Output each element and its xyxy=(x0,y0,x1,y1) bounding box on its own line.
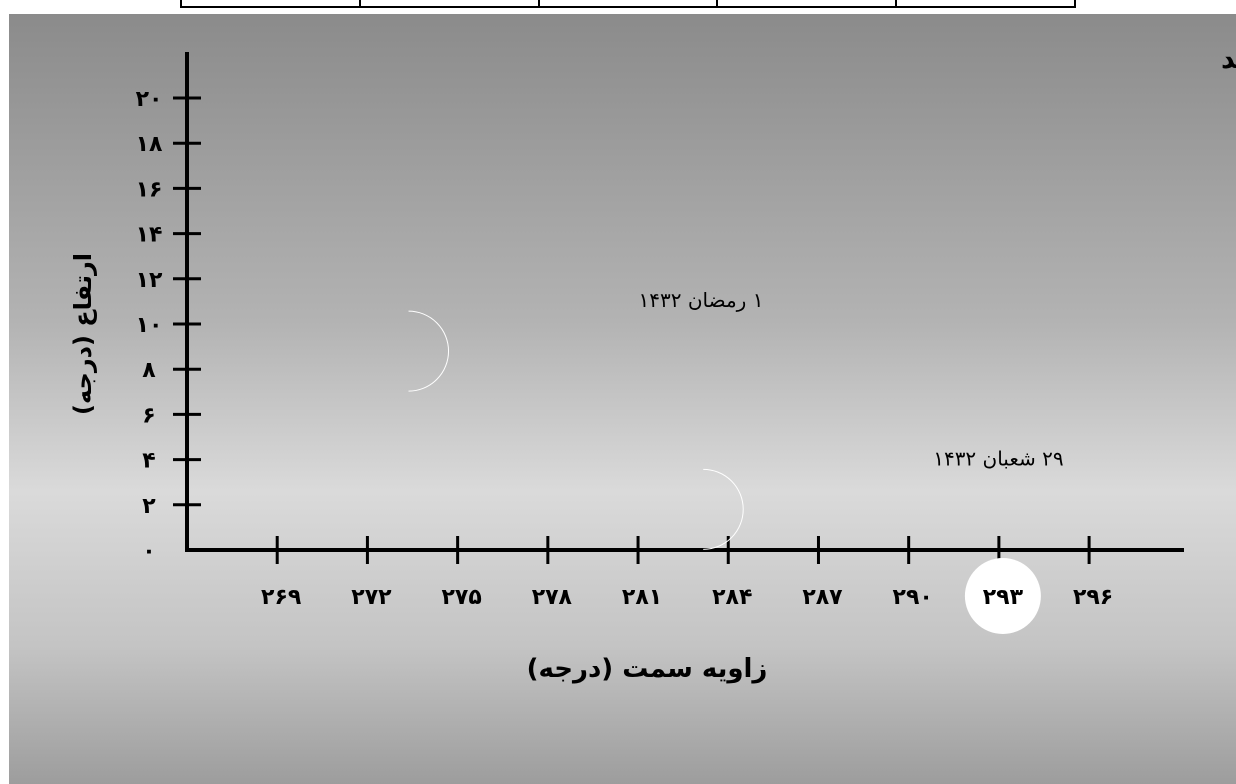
header-table-cell xyxy=(538,0,717,6)
header-table-cell xyxy=(182,0,359,6)
x-tick-label: ۲۷۵ xyxy=(441,585,481,610)
chart-canvas: مرداد ۱۳۹۰؛ مشهد ارتفاع (درجه) زاویه سمت… xyxy=(9,14,1236,784)
y-tick-label: ۱۶ xyxy=(136,177,163,202)
header-table-cell xyxy=(716,0,895,6)
y-tick-label: ۴ xyxy=(142,449,155,474)
x-tick-label: ۲۸۱ xyxy=(622,585,662,610)
data-marks: ۱ رمضان ۱۴۳۲ ۲۹ شعبان ۱۴۳۲ xyxy=(409,288,1064,549)
axes: ۰ ۲ ۴ ۶ ۸ ۱۰ ۱۲ ۱۴ ۱۶ ۱۸ ۲۰ ۲۶۹ ۲۷۲ ۲۷۵ ۲۷۸ ۲۸۱ ۲۸۴ ۲۸۷ ۲۹… xyxy=(136,52,1184,634)
x-tick-label: ۲۹۰ xyxy=(893,585,933,610)
crescent-moon-1 xyxy=(409,311,449,391)
crescent-moon-2 xyxy=(703,469,743,549)
moon-shape xyxy=(703,469,743,549)
y-tick-label: ۱۴ xyxy=(136,223,163,248)
header-table xyxy=(180,0,1076,8)
x-tick-label: ۲۸۴ xyxy=(712,585,752,610)
y-tick-label: ۸ xyxy=(142,358,156,383)
moon-label: ۱ رمضان ۱۴۳۲ xyxy=(639,288,764,312)
y-axis-label: ارتفاع (درجه) xyxy=(69,253,97,415)
moon-shape xyxy=(409,311,449,391)
header-table-cell xyxy=(895,0,1074,6)
y-tick-label: ۱۲ xyxy=(136,268,163,293)
y-tick-label: ۲۰ xyxy=(136,87,163,112)
y-tick-label: ۱۰ xyxy=(136,313,163,338)
x-tick-label: ۲۸۷ xyxy=(802,585,843,610)
x-axis-label: زاویه سمت (درجه) xyxy=(527,654,768,684)
x-tick-label: ۲۶۹ xyxy=(261,585,301,610)
y-tick-label: ۱۸ xyxy=(136,132,163,157)
header-table-cell xyxy=(359,0,538,6)
x-tick-label: ۲۹۶ xyxy=(1073,585,1113,610)
x-tick-label: ۲۷۲ xyxy=(351,585,392,610)
moon-label: ۲۹ شعبان ۱۴۳۲ xyxy=(933,446,1063,470)
y-tick-label: ۶ xyxy=(142,403,155,428)
x-tick-label: ۲۷۸ xyxy=(532,585,573,610)
chart-title: مرداد ۱۳۹۰؛ مشهد xyxy=(1221,44,1236,75)
y-tick-label: ۰ xyxy=(142,539,155,564)
x-tick-label: ۲۹۳ xyxy=(983,585,1024,610)
y-tick-label: ۲ xyxy=(142,494,156,519)
chart-svg: مرداد ۱۳۹۰؛ مشهد ارتفاع (درجه) زاویه سمت… xyxy=(9,14,1236,784)
